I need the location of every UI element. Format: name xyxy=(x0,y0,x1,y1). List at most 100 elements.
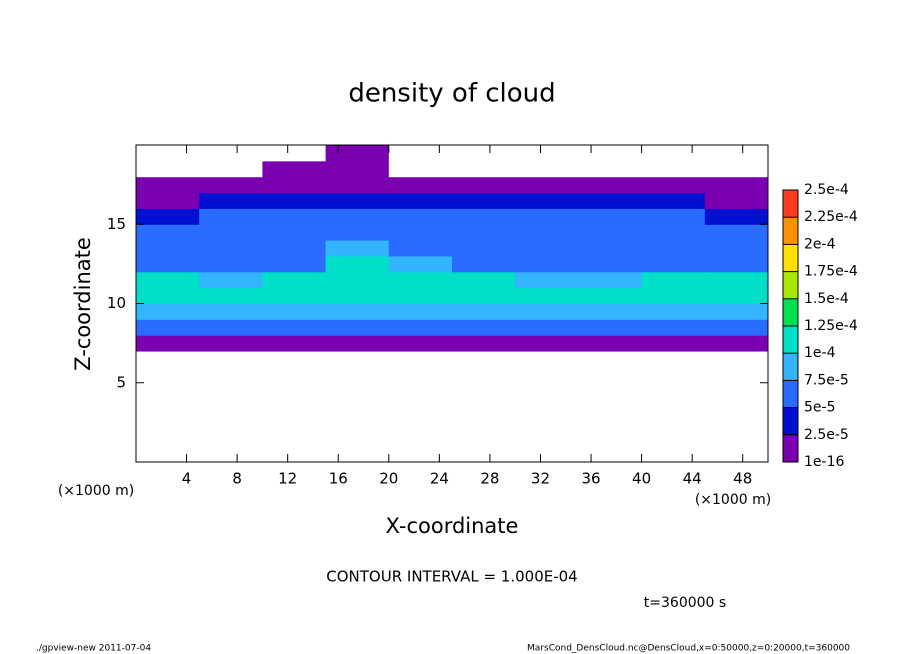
heat-cell xyxy=(199,319,263,336)
colorbar-cell xyxy=(783,271,798,299)
heat-cell xyxy=(199,398,263,415)
heat-cell xyxy=(452,303,516,320)
heat-cell xyxy=(515,160,579,178)
x-unit-label: (×1000 m) xyxy=(695,492,771,508)
heat-cell xyxy=(325,192,390,209)
heat-cell xyxy=(704,430,769,447)
heat-cell xyxy=(641,335,706,352)
heat-cell xyxy=(515,319,579,336)
heat-cell xyxy=(452,192,516,209)
heat-cell xyxy=(641,145,706,162)
heat-cell xyxy=(388,160,453,178)
heat-cell xyxy=(388,287,453,304)
heat-cell xyxy=(136,240,200,257)
colorbar-label: 2.5e-5 xyxy=(804,427,849,443)
heat-cell xyxy=(578,382,643,400)
heat-cell xyxy=(388,271,453,289)
contour-note: CONTOUR INTERVAL = 1.000E-04 xyxy=(326,568,577,586)
heat-cell xyxy=(704,382,769,400)
heat-cell xyxy=(325,255,390,273)
x-tick-label: 24 xyxy=(430,470,449,488)
x-unit-label: (×1000 m) xyxy=(58,483,134,499)
heat-cell xyxy=(262,414,327,431)
heat-cell xyxy=(199,208,263,225)
heat-cell xyxy=(262,160,327,178)
colorbar-label: 1.5e-4 xyxy=(804,291,849,307)
colorbar-cell xyxy=(783,380,798,408)
heat-cell xyxy=(641,430,706,447)
heat-cell xyxy=(262,287,327,304)
heat-cell xyxy=(388,366,453,384)
heat-cell xyxy=(136,351,200,368)
heat-cell xyxy=(704,224,769,241)
heat-cell xyxy=(578,414,643,431)
heat-cell xyxy=(641,176,706,194)
y-tick-label: 5 xyxy=(116,373,126,391)
colorbar-cell xyxy=(783,407,798,435)
colorbar-label: 2e-4 xyxy=(804,236,836,252)
heat-cell xyxy=(136,160,200,178)
heat-cell xyxy=(262,319,327,336)
heat-cell xyxy=(325,240,390,257)
heat-cell xyxy=(325,446,390,463)
heat-cell xyxy=(452,335,516,352)
heat-cell xyxy=(325,160,390,178)
heat-cell xyxy=(452,351,516,368)
heat-cell xyxy=(136,208,200,225)
heat-cell xyxy=(578,351,643,368)
heat-cell xyxy=(136,255,200,273)
x-tick-label: 8 xyxy=(232,470,242,488)
heat-cell xyxy=(452,271,516,289)
heat-cell xyxy=(325,287,390,304)
x-axis-label: X-coordinate xyxy=(386,514,519,538)
heat-cell xyxy=(515,287,579,304)
heat-cell xyxy=(136,287,200,304)
x-tick-label: 28 xyxy=(480,470,499,488)
heat-cell xyxy=(578,160,643,178)
heat-cell xyxy=(325,414,390,431)
heat-cell xyxy=(641,303,706,320)
heat-cell xyxy=(136,145,200,162)
heat-cell xyxy=(578,303,643,320)
colorbar-cell xyxy=(783,217,798,245)
heat-cell xyxy=(515,366,579,384)
heat-cell xyxy=(136,271,200,289)
heat-cell xyxy=(515,351,579,368)
heat-cell xyxy=(199,446,263,463)
heat-cell xyxy=(704,271,769,289)
heat-cell xyxy=(641,382,706,400)
chart-title: density of cloud xyxy=(348,79,555,109)
heat-cell xyxy=(452,240,516,257)
heat-cell xyxy=(641,160,706,178)
heat-cell xyxy=(388,430,453,447)
heat-cell xyxy=(388,192,453,209)
heat-cell xyxy=(578,287,643,304)
heat-cell xyxy=(704,366,769,384)
heat-cell xyxy=(704,240,769,257)
heat-cell xyxy=(136,335,200,352)
heat-cell xyxy=(452,382,516,400)
heat-cell xyxy=(325,398,390,415)
heat-cell xyxy=(325,271,390,289)
x-tick-label: 32 xyxy=(531,470,550,488)
heat-cell xyxy=(262,240,327,257)
y-tick-label: 15 xyxy=(107,215,126,233)
heat-cell xyxy=(452,176,516,194)
heat-cell xyxy=(452,160,516,178)
heat-cell xyxy=(515,176,579,194)
heat-cell xyxy=(199,351,263,368)
heat-cell xyxy=(388,351,453,368)
heat-cell xyxy=(199,240,263,257)
heat-cell xyxy=(452,255,516,273)
heat-cell xyxy=(388,208,453,225)
heat-cell xyxy=(578,430,643,447)
heat-cell xyxy=(136,430,200,447)
heat-cell xyxy=(325,335,390,352)
heat-cell xyxy=(704,303,769,320)
heat-cell xyxy=(262,255,327,273)
heat-cell xyxy=(515,271,579,289)
heat-cell xyxy=(578,271,643,289)
heat-cell xyxy=(262,192,327,209)
heat-cell xyxy=(578,192,643,209)
